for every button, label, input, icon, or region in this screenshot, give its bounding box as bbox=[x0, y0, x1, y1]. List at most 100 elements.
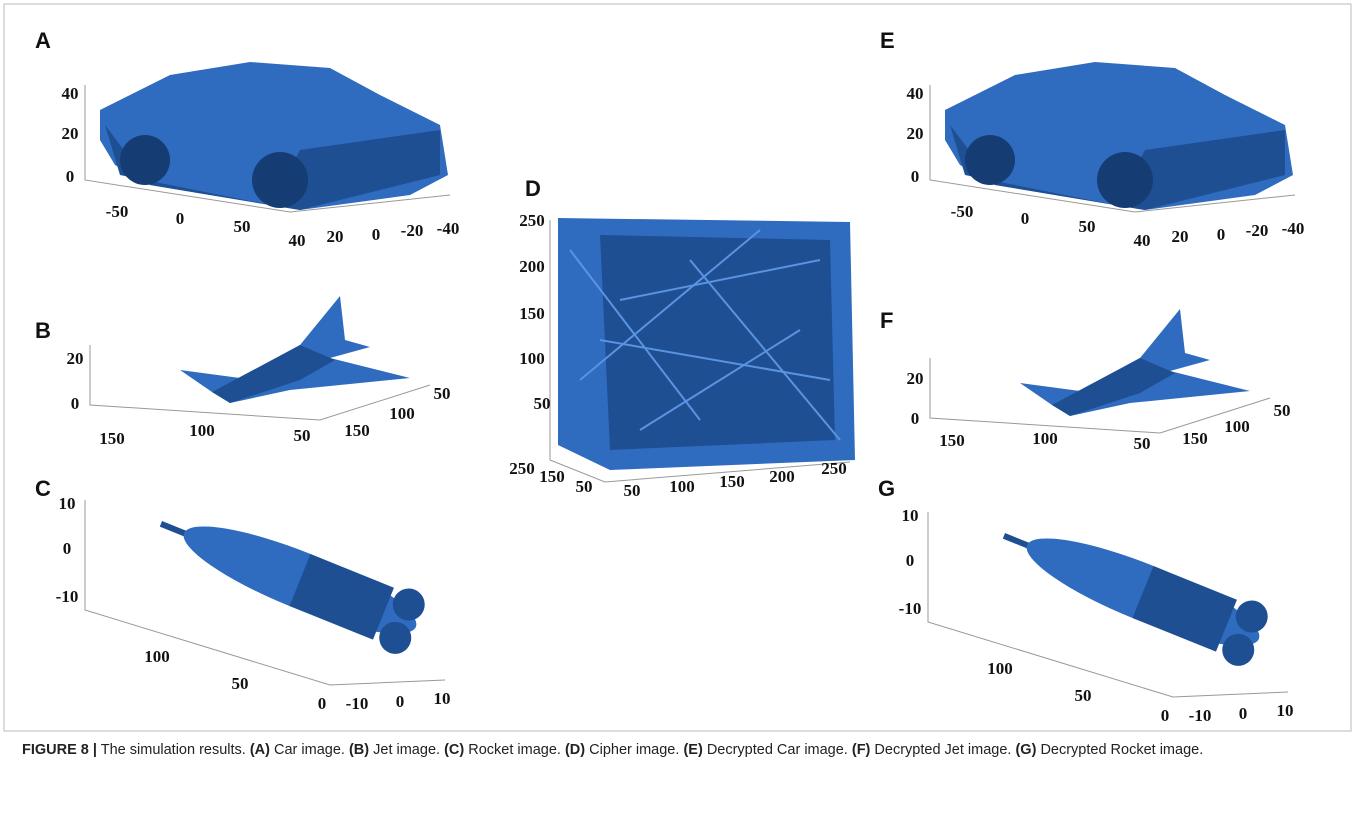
tick-label: 100 bbox=[987, 659, 1013, 678]
car-model bbox=[945, 62, 1293, 210]
tick-label: 20 bbox=[907, 369, 924, 388]
tick-label: 0 bbox=[396, 692, 405, 711]
tick-label: 0 bbox=[1021, 209, 1030, 228]
tick-label: 50 bbox=[1274, 401, 1291, 420]
tick-label: 40 bbox=[289, 231, 306, 250]
tick-label: 0 bbox=[911, 409, 920, 428]
tick-label: 10 bbox=[1277, 701, 1294, 720]
panel-label: B bbox=[35, 318, 51, 343]
tick-label: -10 bbox=[346, 694, 369, 713]
tick-label: 20 bbox=[327, 227, 344, 246]
caption-text: Rocket image. bbox=[468, 742, 561, 758]
panel-label: F bbox=[880, 308, 893, 333]
tick-label: 10 bbox=[434, 689, 451, 708]
car-model bbox=[100, 62, 448, 210]
panel-label: E bbox=[880, 28, 895, 53]
tick-label: 250 bbox=[519, 211, 545, 230]
tick-label: -50 bbox=[951, 202, 974, 221]
tick-label: 200 bbox=[769, 467, 795, 486]
tick-label: 0 bbox=[63, 539, 72, 558]
cipher-cube bbox=[558, 218, 855, 470]
tick-label: -50 bbox=[106, 202, 129, 221]
jet-model bbox=[180, 296, 410, 403]
caption-tag: (G) bbox=[1015, 742, 1036, 758]
tick-label: 100 bbox=[519, 349, 545, 368]
tick-label: -10 bbox=[1189, 706, 1212, 725]
panel-label: D bbox=[525, 176, 541, 201]
tick-label: 20 bbox=[62, 124, 79, 143]
rocket-model bbox=[991, 504, 1272, 670]
tick-label: 100 bbox=[669, 477, 695, 496]
tick-label: -10 bbox=[899, 599, 922, 618]
tick-label: 20 bbox=[907, 124, 924, 143]
tick-label: 50 bbox=[624, 481, 641, 500]
tick-label: 200 bbox=[519, 257, 545, 276]
tick-label: 150 bbox=[719, 472, 745, 491]
tick-label: 100 bbox=[144, 647, 170, 666]
tick-label: 50 bbox=[1075, 686, 1092, 705]
tick-label: 0 bbox=[176, 209, 185, 228]
tick-label: 250 bbox=[509, 459, 535, 478]
tick-label: 0 bbox=[318, 694, 327, 713]
tick-label: 40 bbox=[907, 84, 924, 103]
tick-label: 50 bbox=[434, 384, 451, 403]
caption-tag: (D) bbox=[565, 742, 585, 758]
tick-label: 100 bbox=[389, 404, 415, 423]
panel-label: G bbox=[878, 476, 895, 501]
tick-label: -10 bbox=[56, 587, 79, 606]
tick-label: 0 bbox=[66, 167, 75, 186]
caption-intro: The simulation results. bbox=[101, 742, 246, 758]
caption-tag: (C) bbox=[444, 742, 464, 758]
panel-label: C bbox=[35, 476, 51, 501]
caption-tag: (E) bbox=[683, 742, 702, 758]
tick-label: 150 bbox=[1182, 429, 1208, 448]
caption: FIGURE 8 | The simulation results. (A) C… bbox=[22, 740, 1332, 761]
tick-label: -40 bbox=[437, 219, 460, 238]
panel-label: A bbox=[35, 28, 51, 53]
caption-tag: (F) bbox=[852, 742, 871, 758]
tick-label: 50 bbox=[232, 674, 249, 693]
tick-label: -20 bbox=[401, 221, 424, 240]
tick-label: 40 bbox=[1134, 231, 1151, 250]
tick-label: 50 bbox=[234, 217, 251, 236]
tick-label: -40 bbox=[1282, 219, 1305, 238]
tick-label: 100 bbox=[1032, 429, 1058, 448]
caption-text: Decrypted Jet image. bbox=[874, 742, 1011, 758]
tick-label: 10 bbox=[902, 506, 919, 525]
tick-label: 50 bbox=[1134, 434, 1151, 453]
caption-label: FIGURE 8 | bbox=[22, 742, 97, 758]
caption-tag: (B) bbox=[349, 742, 369, 758]
tick-label: 250 bbox=[821, 459, 847, 478]
tick-label: 10 bbox=[59, 494, 76, 513]
tick-label: 20 bbox=[1172, 227, 1189, 246]
tick-label: 150 bbox=[99, 429, 125, 448]
caption-text: Car image. bbox=[274, 742, 345, 758]
tick-label: 50 bbox=[534, 394, 551, 413]
tick-label: -20 bbox=[1246, 221, 1269, 240]
caption-text: Decrypted Car image. bbox=[707, 742, 848, 758]
tick-label: 0 bbox=[372, 225, 381, 244]
tick-label: 150 bbox=[519, 304, 545, 323]
page: A40200-5005040200-20-40B2001501005015010… bbox=[0, 0, 1356, 814]
tick-label: 0 bbox=[1239, 704, 1248, 723]
tick-label: 0 bbox=[906, 551, 915, 570]
tick-label: 0 bbox=[1161, 706, 1170, 725]
tick-label: 20 bbox=[67, 349, 84, 368]
tick-label: 150 bbox=[344, 421, 370, 440]
figure: A40200-5005040200-20-40B2001501005015010… bbox=[0, 0, 1356, 814]
tick-label: 40 bbox=[62, 84, 79, 103]
tick-label: 100 bbox=[189, 421, 215, 440]
tick-label: 150 bbox=[939, 431, 965, 450]
tick-label: 50 bbox=[1079, 217, 1096, 236]
tick-label: 0 bbox=[71, 394, 80, 413]
tick-label: 150 bbox=[539, 467, 565, 486]
caption-text: Jet image. bbox=[373, 742, 440, 758]
jet-model bbox=[1020, 309, 1250, 416]
tick-label: 50 bbox=[294, 426, 311, 445]
tick-label: 0 bbox=[911, 167, 920, 186]
caption-tag: (A) bbox=[250, 742, 270, 758]
tick-label: 100 bbox=[1224, 417, 1250, 436]
rocket-model bbox=[148, 492, 429, 658]
tick-label: 0 bbox=[1217, 225, 1226, 244]
caption-text: Decrypted Rocket image. bbox=[1040, 742, 1203, 758]
